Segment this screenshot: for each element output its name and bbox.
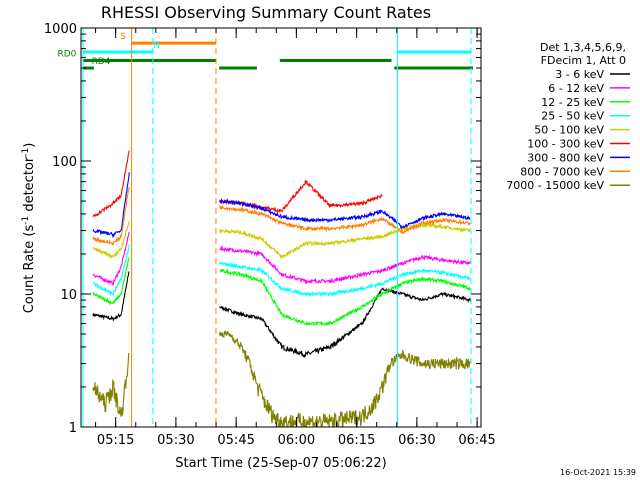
legend-label-7000-15000-kev: 7000 - 15000 keV [506, 179, 604, 192]
series-100-300-kev [92, 150, 383, 218]
series-300-800-kev-trace-1 [92, 172, 130, 239]
series-7000-15000-kev [92, 330, 471, 427]
y-axis-label: Count Rate (s-1 detector-1) [21, 143, 37, 314]
legend: Det 1,3,4,5,6,9, FDecim 1, Att 0 3 - 6 k… [506, 41, 630, 192]
series-100-300-kev-trace-2 [219, 179, 383, 214]
series-6-12-kev-trace-1 [92, 231, 130, 286]
series-300-800-kev-trace-2 [219, 197, 471, 229]
series-800-7000-kev-trace-1 [92, 186, 130, 246]
series-25-50-kev-trace-1 [92, 244, 130, 297]
series-6-12-kev-trace-2 [219, 245, 471, 285]
legend-header-line-1: Det 1,3,4,5,6,9, [540, 41, 626, 54]
series-12-25-kev-trace-2 [219, 268, 471, 327]
series-3-6-kev-trace-2 [219, 287, 471, 358]
y-tick-label: 1000 [44, 22, 77, 37]
series-7000-15000-kev-trace-1 [92, 352, 130, 417]
state-flag-label-n: N [153, 41, 160, 51]
x-tick-label: 06:00 [278, 433, 315, 448]
legend-label-50-100-kev: 50 - 100 keV [534, 124, 604, 137]
legend-label-25-50-kev: 25 - 50 keV [541, 110, 604, 123]
x-tick-label: 05:45 [217, 433, 254, 448]
state-flag-label-rd4: RD4 [92, 57, 111, 67]
y-tick-label: 1 [69, 421, 77, 436]
series-50-100-kev [92, 221, 471, 260]
y-tick-label: 100 [52, 155, 77, 170]
x-tick-label: 06:45 [458, 433, 495, 448]
state-flag-label-rd0: RD0 [57, 49, 76, 59]
series-50-100-kev-trace-2 [219, 222, 471, 260]
series-12-25-kev [92, 257, 471, 327]
x-axis-label: Start Time (25-Sep-07 05:06:22) [175, 456, 386, 471]
plot-frame [80, 27, 482, 428]
render-timestamp: 16-Oct-2021 15:39 [560, 468, 636, 477]
series-800-7000-kev-trace-2 [219, 204, 471, 235]
x-tick-label: 06:30 [398, 433, 435, 448]
legend-label-3-6-kev: 3 - 6 keV [555, 68, 604, 81]
series-25-50-kev-trace-2 [219, 261, 471, 298]
vertical-markers-layer [82, 28, 472, 427]
series-12-25-kev-trace-1 [92, 257, 130, 306]
y-tick-label: 10 [60, 288, 77, 303]
series-25-50-kev [92, 244, 471, 298]
x-tick-label: 05:30 [157, 433, 194, 448]
legend-label-12-25-kev: 12 - 25 keV [541, 96, 604, 109]
x-tick-label: 05:15 [97, 433, 134, 448]
series-7000-15000-kev-trace-2 [219, 330, 471, 427]
series-3-6-kev-trace-1 [92, 271, 130, 322]
series-800-7000-kev [92, 186, 471, 246]
series-300-800-kev [92, 172, 471, 239]
plot-area [83, 41, 473, 427]
state-flag-label-s: S [120, 32, 126, 42]
legend-label-800-7000-kev: 800 - 7000 keV [520, 165, 604, 178]
legend-label-6-12-kev: 6 - 12 keV [548, 82, 604, 95]
series-layer [92, 150, 471, 427]
series-3-6-kev [92, 271, 471, 358]
legend-label-300-800-kev: 300 - 800 keV [527, 151, 604, 164]
chart-title: RHESSI Observing Summary Count Rates [101, 3, 431, 22]
series-100-300-kev-trace-1 [92, 150, 130, 218]
series-6-12-kev [92, 231, 471, 286]
series-50-100-kev-trace-1 [92, 221, 130, 259]
axis-layer: 1 10 100 1000 05:15 05:30 05:45 06:00 06:15 06:30… [44, 22, 496, 448]
x-tick-label: 06:15 [338, 433, 375, 448]
state-flags-layer [83, 41, 473, 70]
legend-label-100-300-kev: 100 - 300 keV [527, 138, 604, 151]
legend-header-line-2: FDecim 1, Att 0 [541, 54, 626, 67]
